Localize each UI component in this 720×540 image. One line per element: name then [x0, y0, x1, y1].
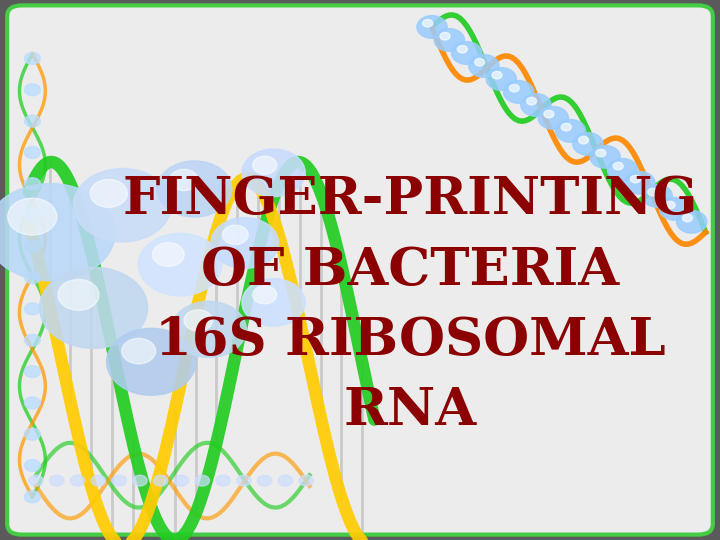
- Circle shape: [521, 93, 551, 116]
- Circle shape: [242, 149, 305, 197]
- Circle shape: [590, 146, 621, 168]
- Circle shape: [24, 115, 40, 127]
- Circle shape: [648, 188, 658, 196]
- Circle shape: [642, 185, 672, 207]
- Circle shape: [91, 475, 106, 486]
- Circle shape: [492, 71, 502, 79]
- Circle shape: [509, 84, 519, 92]
- Circle shape: [457, 45, 467, 53]
- Circle shape: [596, 150, 606, 157]
- Circle shape: [24, 52, 40, 64]
- Circle shape: [24, 428, 40, 440]
- Text: RNA: RNA: [344, 385, 477, 436]
- Circle shape: [613, 163, 624, 170]
- Circle shape: [469, 55, 499, 77]
- Circle shape: [122, 339, 156, 364]
- Circle shape: [184, 310, 212, 331]
- Circle shape: [474, 58, 485, 66]
- Circle shape: [683, 214, 693, 222]
- Circle shape: [170, 170, 198, 191]
- Circle shape: [73, 168, 171, 242]
- Circle shape: [195, 475, 210, 486]
- Circle shape: [24, 272, 40, 284]
- Circle shape: [24, 397, 40, 409]
- Circle shape: [24, 460, 40, 471]
- Circle shape: [253, 286, 276, 304]
- Circle shape: [0, 184, 115, 281]
- Circle shape: [50, 475, 64, 486]
- Circle shape: [237, 475, 251, 486]
- Text: OF BACTERIA: OF BACTERIA: [202, 245, 619, 295]
- Circle shape: [24, 334, 40, 346]
- Circle shape: [561, 123, 571, 131]
- Circle shape: [677, 211, 707, 233]
- Circle shape: [174, 475, 189, 486]
- Circle shape: [665, 201, 675, 209]
- Circle shape: [24, 491, 40, 503]
- Circle shape: [211, 218, 279, 268]
- Circle shape: [538, 106, 568, 129]
- Circle shape: [631, 176, 641, 183]
- Circle shape: [71, 475, 85, 486]
- Circle shape: [257, 475, 271, 486]
- Circle shape: [434, 29, 464, 51]
- Circle shape: [40, 267, 148, 348]
- Circle shape: [253, 156, 276, 174]
- Circle shape: [526, 97, 536, 105]
- Circle shape: [440, 32, 450, 40]
- Circle shape: [90, 179, 127, 207]
- Circle shape: [112, 475, 126, 486]
- Circle shape: [216, 475, 230, 486]
- Circle shape: [24, 303, 40, 315]
- Text: FINGER-PRINTING: FINGER-PRINTING: [122, 174, 698, 225]
- Circle shape: [555, 119, 585, 142]
- Circle shape: [132, 475, 147, 486]
- Circle shape: [299, 475, 313, 486]
- Circle shape: [544, 110, 554, 118]
- Circle shape: [153, 242, 184, 266]
- Circle shape: [153, 475, 168, 486]
- Circle shape: [423, 19, 433, 27]
- Circle shape: [503, 80, 534, 103]
- Circle shape: [8, 198, 57, 235]
- Circle shape: [625, 172, 655, 194]
- Text: 16S RIBOSOMAL: 16S RIBOSOMAL: [155, 315, 666, 366]
- Circle shape: [29, 475, 43, 486]
- Circle shape: [24, 209, 40, 221]
- Circle shape: [107, 328, 196, 395]
- Circle shape: [222, 225, 248, 245]
- Circle shape: [578, 136, 588, 144]
- Circle shape: [278, 475, 292, 486]
- Circle shape: [138, 233, 222, 296]
- Circle shape: [572, 132, 603, 155]
- Circle shape: [24, 240, 40, 252]
- Circle shape: [486, 68, 516, 90]
- Circle shape: [451, 42, 482, 64]
- Circle shape: [242, 279, 305, 326]
- Circle shape: [24, 84, 40, 96]
- Circle shape: [157, 161, 232, 217]
- Circle shape: [171, 301, 246, 357]
- Circle shape: [24, 178, 40, 190]
- Circle shape: [24, 366, 40, 377]
- Circle shape: [24, 146, 40, 158]
- Circle shape: [660, 198, 690, 220]
- Circle shape: [58, 280, 99, 310]
- Circle shape: [608, 159, 638, 181]
- Circle shape: [417, 16, 447, 38]
